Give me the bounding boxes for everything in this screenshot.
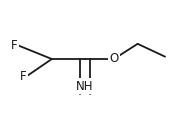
Text: F: F	[20, 70, 26, 83]
Text: NH: NH	[76, 80, 93, 93]
Text: F: F	[10, 38, 17, 51]
Text: O: O	[109, 53, 118, 65]
